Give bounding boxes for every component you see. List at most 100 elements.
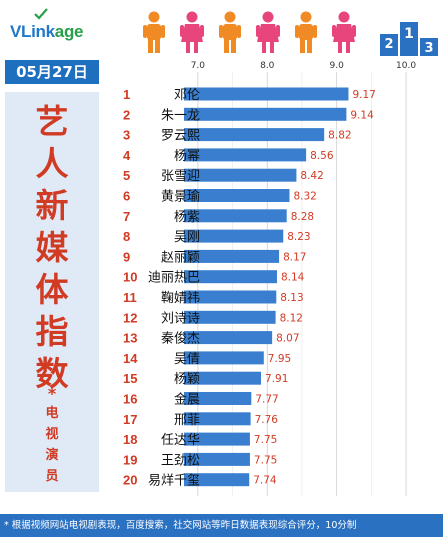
side-title-char: 人 [35,144,69,183]
bar [184,310,276,324]
name-label: 杨幂 [174,149,200,164]
value-label: 7.75 [254,454,277,466]
name-label: 鞠婧祎 [161,291,200,306]
bar [184,371,262,385]
bar [184,412,251,426]
side-title-char: 媒 [35,228,69,267]
footer-note: * 根据视频网站电视剧表现，百度搜索，社交网站等昨日数据表现综合评分，10分制 [0,514,443,537]
name-label: 邢菲 [174,413,200,428]
value-label: 7.91 [265,373,288,385]
side-subtitle-char: 演 [45,448,59,463]
side-subtitle-char: 电 [45,406,59,421]
name-label: 张雪迎 [161,169,200,184]
x-tick-label: 9.0 [330,61,345,71]
person-icon [295,11,317,53]
bar [184,392,252,405]
bar [184,290,277,304]
bar [184,107,347,121]
bar [184,249,280,263]
rank-label: 2 [123,107,130,122]
value-label: 8.13 [280,292,303,304]
logo-suffix: age [54,22,84,41]
rank-label: 16 [123,392,137,407]
value-label: 8.07 [276,333,299,345]
svg-text:3: 3 [424,41,433,56]
bar [184,128,325,142]
name-label: 刘诗诗 [161,311,200,326]
person-icon [219,11,241,53]
svg-text:1: 1 [404,26,414,42]
name-label: 易烊千玺 [148,474,200,489]
value-label: 8.17 [283,251,306,263]
podium-icon: 2 1 3 [380,22,438,56]
rank-label: 17 [123,412,137,427]
bar [184,351,264,365]
rank-label: 3 [123,128,130,143]
bar [184,331,273,345]
bar [184,168,297,182]
x-tick-label: 10.0 [396,61,416,71]
side-title-star: * [47,384,57,403]
side-title-char: 数 [35,354,69,393]
header: VLinkage 2 1 3 [0,0,443,58]
rank-label: 18 [123,432,137,447]
rank-label: 9 [123,249,130,264]
value-label: 7.75 [254,434,277,446]
person-icon [180,11,204,53]
rank-label: 13 [123,331,137,346]
name-label: 迪丽热巴 [148,271,200,286]
name-label: 秦俊杰 [161,332,200,347]
name-label: 邓伦 [174,88,200,103]
name-label: 金晨 [174,392,200,408]
rank-label: 12 [123,310,137,325]
rank-label: 10 [123,270,137,285]
rank-label: 15 [123,371,137,386]
bar [184,87,349,101]
rank-label: 19 [123,452,137,467]
value-label: 7.76 [255,414,279,426]
person-icon [332,11,356,53]
value-label: 8.82 [328,130,351,142]
value-label: 8.12 [280,312,303,324]
side-subtitle-char: 视 [45,427,59,442]
side-title-char: 指 [35,312,69,351]
rank-label: 5 [123,168,130,183]
bar [184,148,307,162]
value-label: 8.23 [287,231,310,243]
side-title-panel: 艺人新媒体指数 * 电视演员 [5,92,99,492]
name-label: 杨紫 [174,210,200,225]
value-label: 8.42 [300,170,323,182]
side-title-char: 体 [35,270,69,309]
value-label: 7.74 [253,475,277,487]
bar [184,473,250,487]
bar [184,209,287,223]
name-label: 吴倩 [174,352,200,367]
logo-check-icon [34,8,48,20]
bar [184,452,250,466]
value-label: 7.77 [255,394,278,406]
bar [184,189,290,202]
side-title-char: 艺 [35,102,69,141]
logo: VLinkage [10,22,84,42]
name-label: 吴刚 [174,230,200,245]
rank-label: 6 [123,189,130,204]
bar [184,432,250,446]
value-label: 9.17 [352,89,375,101]
side-title-char: 新 [35,186,69,225]
x-tick-label: 7.0 [191,61,206,71]
value-label: 7.95 [268,353,291,365]
name-label: 赵丽颖 [161,250,200,265]
date-badge: 05月27日 [5,60,99,84]
people-icons [143,11,356,53]
bar-chart: 7.0 8.0 9.0 10.0 1 邓伦 9.17 2 朱一龙 9.14 3 罗云熙 8.82 4 杨幂 8… [123,61,416,496]
value-label: 8.28 [291,211,314,223]
rank-label: 1 [123,87,130,102]
rank-label: 20 [123,473,137,488]
value-label: 8.32 [293,191,316,203]
rank-label: 11 [123,290,137,305]
name-label: 杨颖 [174,372,200,387]
name-label: 王劲松 [161,453,200,468]
value-label: 9.14 [350,109,374,121]
bar [184,229,284,243]
rank-label: 8 [123,229,130,244]
